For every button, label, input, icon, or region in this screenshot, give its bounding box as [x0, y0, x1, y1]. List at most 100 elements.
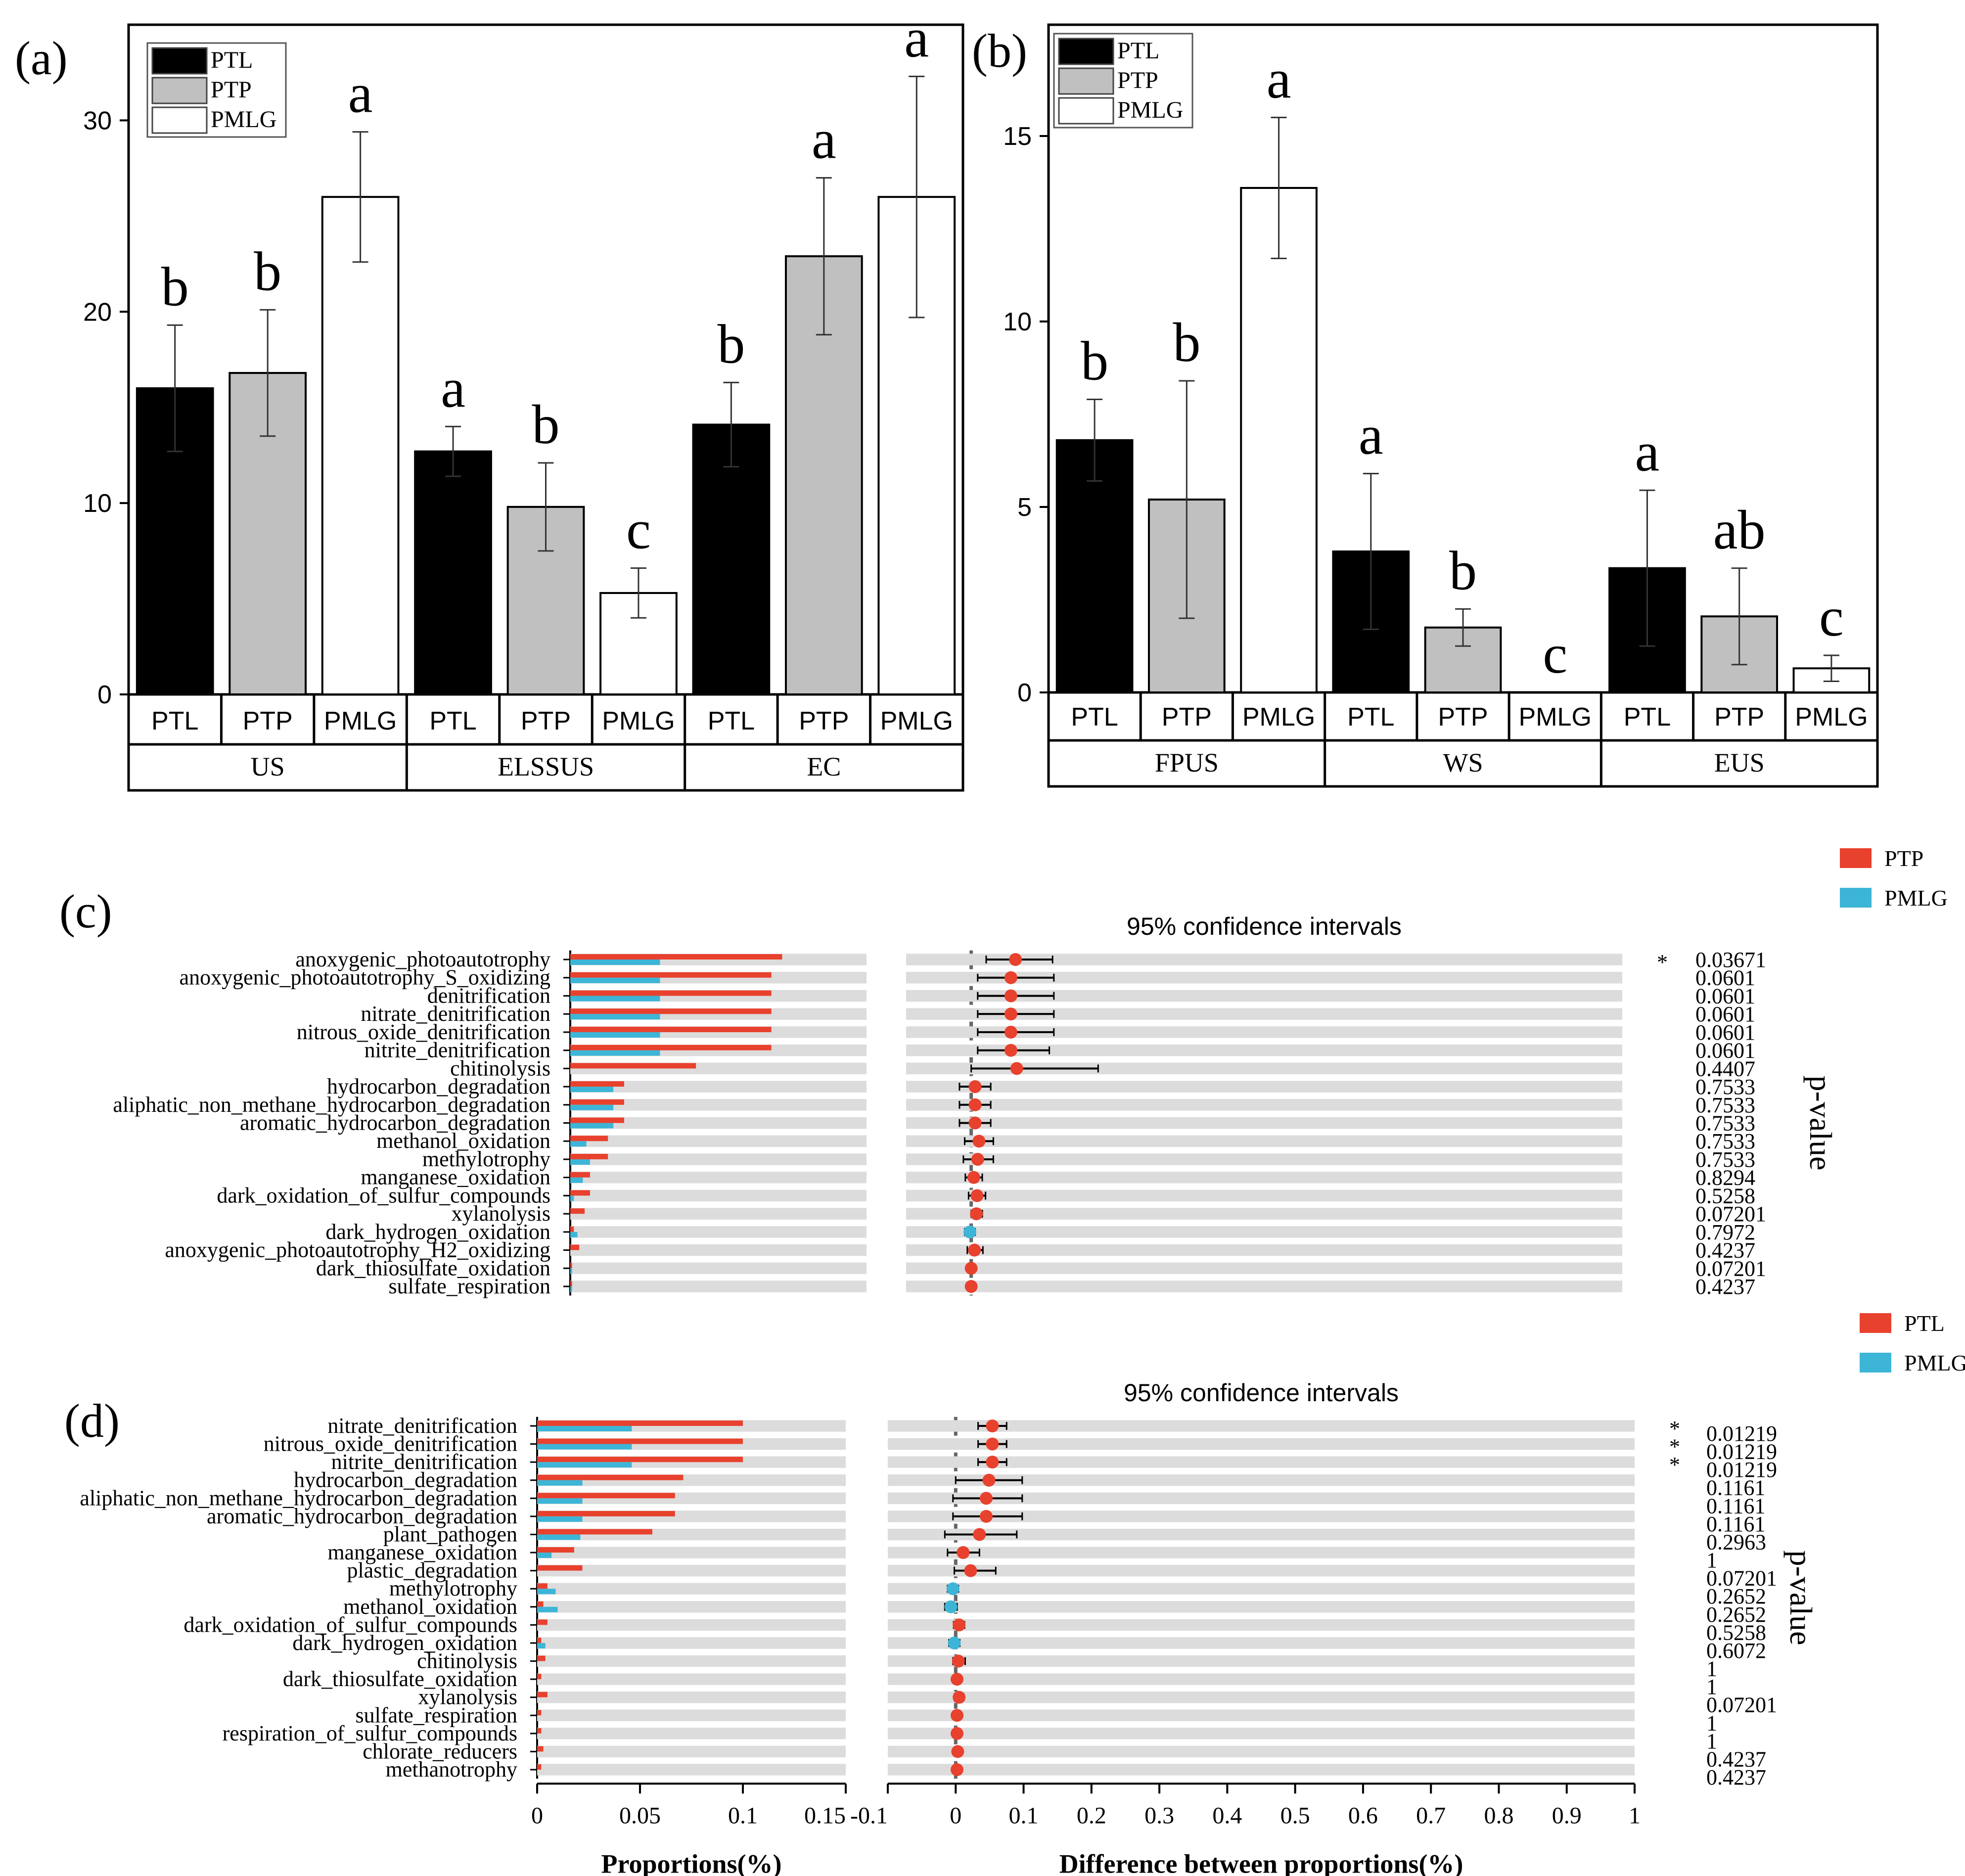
category-label: PTP	[1438, 703, 1488, 732]
function-label: chlorate_reducers	[363, 1739, 517, 1763]
p-value: 0.07201	[1695, 1202, 1766, 1226]
proportion-track	[570, 1190, 867, 1202]
legend-swatch-ptl	[151, 47, 208, 75]
proportion-track	[537, 1637, 846, 1649]
proportion-track	[570, 1081, 867, 1093]
difference-point	[968, 1080, 982, 1094]
function-label: xylanolysis	[452, 1201, 550, 1226]
p-value: 0.4237	[1706, 1747, 1766, 1771]
proportion-track	[537, 1655, 846, 1667]
proportion-bar-group1	[570, 1208, 585, 1214]
significance-letter: b	[1081, 331, 1108, 392]
difference-point	[968, 1116, 982, 1130]
function-label: nitrate_denitrification	[327, 1414, 517, 1438]
legend-label: PMLG	[1904, 1350, 1965, 1375]
function-label: aliphatic_non_methane_hydrocarbon_degrad…	[80, 1486, 517, 1510]
p-value: 0.1161	[1706, 1476, 1765, 1500]
y-tick-label: 30	[83, 106, 112, 135]
bar-pmlg	[1240, 187, 1318, 693]
proportion-bar-group1	[537, 1583, 548, 1589]
proportion-bar-group1	[570, 1081, 624, 1087]
legend-label: PMLG	[211, 106, 276, 133]
proportion-track	[537, 1709, 846, 1721]
function-label: anoxygenic_photoautotrophy	[295, 947, 550, 971]
function-label: nitrite_denitrification	[331, 1450, 517, 1474]
p-value: 0.4237	[1695, 1238, 1755, 1263]
p-value: 0.7972	[1695, 1220, 1755, 1244]
proportion-bar-group2	[570, 1104, 614, 1110]
bar-ptl	[1055, 439, 1134, 693]
difference-track	[906, 1153, 1622, 1165]
proportion-bar-group2	[537, 1534, 581, 1540]
p-value: 0.03671	[1695, 948, 1766, 972]
x-tick-label: 0.4	[1212, 1802, 1242, 1829]
proportion-bar-group2	[570, 1141, 587, 1147]
difference-point	[986, 1437, 999, 1451]
category-label: PTP	[1162, 703, 1212, 732]
proportion-track	[570, 1208, 867, 1220]
difference-track	[888, 1528, 1635, 1541]
proportion-bar-group1	[537, 1529, 652, 1535]
p-value: 0.0601	[1695, 966, 1755, 990]
legend-label: PTL	[1117, 38, 1159, 64]
difference-track	[888, 1655, 1635, 1667]
proportion-track	[570, 1262, 867, 1275]
group-label: US	[251, 752, 285, 781]
function-label: sulfate_respiration	[389, 1274, 550, 1298]
proportion-track	[570, 1153, 867, 1165]
proportion-bar-group2	[570, 1159, 590, 1165]
proportion-bar-group1	[570, 1136, 608, 1142]
difference-point	[1004, 1044, 1017, 1057]
function-label: dark_thiosulfate_oxidation	[283, 1667, 517, 1691]
group-label: FPUS	[1155, 748, 1219, 778]
p-value: 1	[1706, 1657, 1717, 1681]
function-label: nitrite_denitrification	[365, 1038, 550, 1062]
p-value: 1	[1706, 1711, 1717, 1735]
difference-point	[967, 1171, 980, 1184]
p-value: 0.7533	[1695, 1129, 1755, 1153]
significance-letter: a	[812, 109, 836, 170]
proportion-bar-group2	[570, 1032, 660, 1038]
y-tick-label: 10	[1003, 308, 1032, 336]
proportion-bar-group1	[537, 1637, 542, 1643]
legend-swatch-pmlg	[151, 106, 208, 134]
proportion-bar-group1	[570, 990, 772, 996]
panel-label: (d)	[64, 1394, 120, 1447]
difference-track	[888, 1728, 1635, 1739]
function-label: sulfate_respiration	[356, 1703, 517, 1727]
proportion-bar-group1	[537, 1601, 544, 1607]
significance-letter: a	[348, 63, 373, 125]
proportion-track	[570, 1281, 867, 1292]
proportion-bar-group1	[570, 972, 772, 978]
proportion-bar-group1	[570, 1172, 590, 1178]
proportion-track	[537, 1601, 846, 1613]
significance-letter: b	[254, 241, 281, 302]
x-tick-label: 0.5	[1280, 1802, 1310, 1829]
ci-title: 95% confidence intervals	[1127, 913, 1402, 940]
difference-track	[888, 1764, 1635, 1776]
proportion-bar-group1	[570, 1244, 580, 1250]
difference-track	[906, 1008, 1622, 1020]
p-value: 0.07201	[1695, 1256, 1766, 1281]
y-tick-label: 15	[1003, 122, 1032, 151]
p-value: 1	[1706, 1548, 1717, 1572]
p-value: 1	[1706, 1675, 1717, 1699]
category-label: PTL	[708, 707, 755, 735]
difference-point	[948, 1636, 961, 1649]
x-tick-label: 0	[950, 1802, 961, 1829]
function-label: manganese_oxidation	[327, 1540, 517, 1564]
function-label: chitinolysis	[450, 1056, 550, 1080]
category-label: PTP	[521, 707, 571, 735]
significance-letter: ab	[1713, 500, 1766, 561]
proportion-bar-group2	[537, 1444, 632, 1450]
difference-track	[888, 1547, 1635, 1558]
function-label: plant_pathogen	[383, 1522, 517, 1546]
difference-point	[951, 1763, 964, 1776]
significance-letter: b	[532, 394, 560, 456]
difference-track	[906, 990, 1622, 1002]
significance-star: *	[1669, 1453, 1680, 1477]
function-label: manganese_oxidation	[361, 1165, 550, 1190]
difference-track	[888, 1601, 1635, 1613]
difference-track	[906, 954, 1622, 965]
proportion-bar-group2	[537, 1462, 632, 1468]
